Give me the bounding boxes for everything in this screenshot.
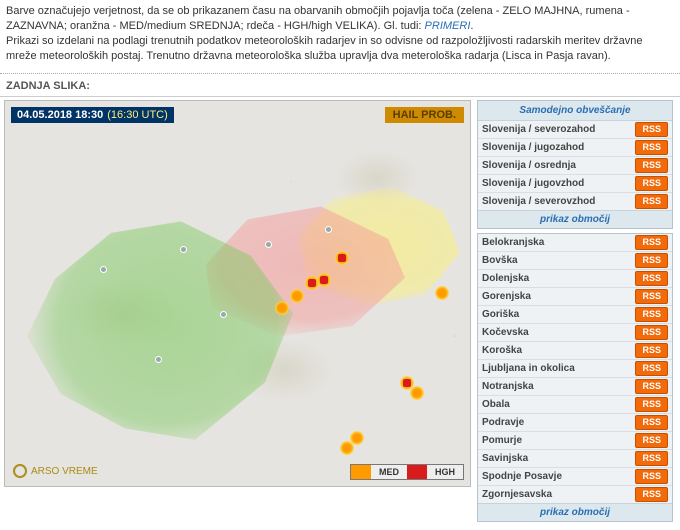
region-name: Slovenija / severovzhod [482, 196, 595, 207]
rss-button[interactable]: RSS [635, 379, 668, 394]
region-name: Obala [482, 399, 510, 410]
rss-button[interactable]: RSS [635, 271, 668, 286]
region-name: Gorenjska [482, 291, 531, 302]
region-row: Slovenija / severozahod RSS [478, 121, 672, 139]
panel-main-regions: Samodejno obveščanje Slovenija / severoz… [477, 100, 673, 229]
region-name: Slovenija / severozahod [482, 124, 595, 135]
rss-button[interactable]: RSS [635, 194, 668, 209]
intro-text: Barve označujejo verjetnost, da se ob pr… [0, 0, 680, 69]
hail-prob-badge: HAIL PROB. [385, 107, 464, 123]
region-name: Slovenija / jugozahod [482, 142, 584, 153]
intro-p2: Prikazi so izdelani na podlagi trenutnih… [6, 35, 643, 62]
region-name: Pomurje [482, 435, 522, 446]
rss-button[interactable]: RSS [635, 140, 668, 155]
region-row: Podravje RSS [478, 414, 672, 432]
region-name: Koroška [482, 345, 522, 356]
region-name: Dolenjska [482, 273, 529, 284]
region-row: Notranjska RSS [478, 378, 672, 396]
region-row: Goriška RSS [478, 306, 672, 324]
region-row: Slovenija / jugozahod RSS [478, 139, 672, 157]
region-name: Spodnje Posavje [482, 471, 562, 482]
divider [0, 73, 680, 74]
sun-icon [13, 464, 27, 478]
rss-button[interactable]: RSS [635, 397, 668, 412]
rss-button[interactable]: RSS [635, 235, 668, 250]
rss-button[interactable]: RSS [635, 253, 668, 268]
region-row: Pomurje RSS [478, 432, 672, 450]
region-name: Kočevska [482, 327, 529, 338]
region-row: Koroška RSS [478, 342, 672, 360]
prikaz-obmocij-link-2[interactable]: prikaz območij [478, 503, 672, 521]
region-row: Belokranjska RSS [478, 234, 672, 252]
region-name: Slovenija / jugovzhod [482, 178, 584, 189]
timestamp-badge: 04.05.2018 18:30(16:30 UTC) [11, 107, 174, 123]
intro-p1a: Barve označujejo verjetnost, da se ob pr… [6, 5, 630, 32]
region-name: Zgornjesavska [482, 489, 552, 500]
region-row: Ljubljana in okolica RSS [478, 360, 672, 378]
rss-button[interactable]: RSS [635, 289, 668, 304]
arso-watermark: ARSO VREME [13, 464, 98, 478]
rss-button[interactable]: RSS [635, 361, 668, 376]
region-row: Slovenija / severovzhod RSS [478, 193, 672, 210]
rss-button[interactable]: RSS [635, 325, 668, 340]
region-row: Slovenija / osrednja RSS [478, 157, 672, 175]
rss-button[interactable]: RSS [635, 176, 668, 191]
panel-sub-regions: BelokranjskaRSSBovškaRSSDolenjskaRSSGore… [477, 233, 673, 522]
region-row: Spodnje Posavje RSS [478, 468, 672, 486]
region-row: Zgornjesavska RSS [478, 486, 672, 503]
prikaz-obmocij-link-1[interactable]: prikaz območij [478, 210, 672, 228]
region-row: Obala RSS [478, 396, 672, 414]
region-row: Bovška RSS [478, 252, 672, 270]
rss-button[interactable]: RSS [635, 343, 668, 358]
region-name: Podravje [482, 417, 524, 428]
region-name: Bovška [482, 255, 518, 266]
region-row: Gorenjska RSS [478, 288, 672, 306]
rss-button[interactable]: RSS [635, 469, 668, 484]
rss-button[interactable]: RSS [635, 415, 668, 430]
region-name: Slovenija / osrednja [482, 160, 576, 171]
region-row: Savinjska RSS [478, 450, 672, 468]
region-name: Belokranjska [482, 237, 544, 248]
section-title: ZADNJA SLIKA: [0, 78, 680, 97]
region-name: Goriška [482, 309, 519, 320]
region-name: Notranjska [482, 381, 534, 392]
region-row: Slovenija / jugovzhod RSS [478, 175, 672, 193]
region-row: Kočevska RSS [478, 324, 672, 342]
rss-button[interactable]: RSS [635, 487, 668, 502]
region-row: Dolenjska RSS [478, 270, 672, 288]
primeri-link[interactable]: PRIMERI [425, 20, 471, 32]
map-legend: MED HGH [350, 464, 464, 480]
rss-button[interactable]: RSS [635, 451, 668, 466]
region-name: Savinjska [482, 453, 528, 464]
rss-button[interactable]: RSS [635, 433, 668, 448]
rss-button[interactable]: RSS [635, 307, 668, 322]
rss-button[interactable]: RSS [635, 158, 668, 173]
panel-title: Samodejno obveščanje [478, 101, 672, 121]
rss-sidebar: Samodejno obveščanje Slovenija / severoz… [477, 100, 673, 526]
region-name: Ljubljana in okolica [482, 363, 575, 374]
hail-map: 04.05.2018 18:30(16:30 UTC) HAIL PROB. A… [4, 100, 471, 487]
rss-button[interactable]: RSS [635, 122, 668, 137]
